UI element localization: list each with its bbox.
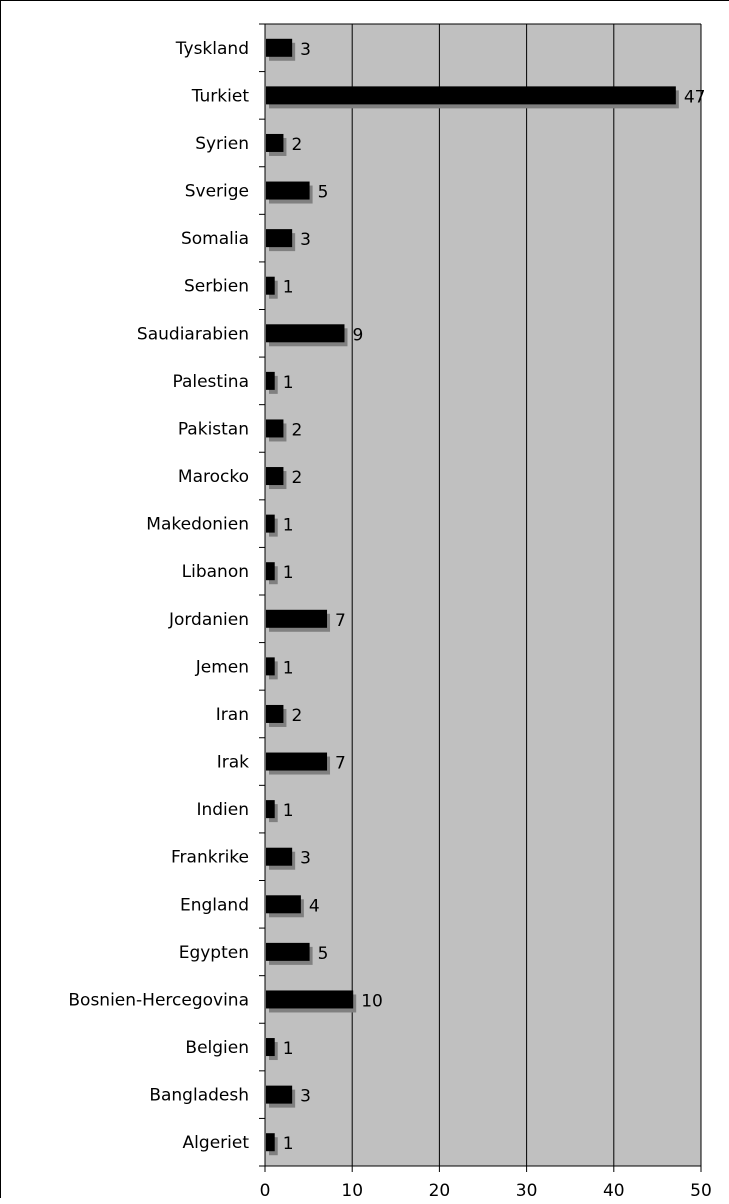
category-label-10: Makedonien [146, 515, 249, 535]
bar-12 [266, 609, 328, 628]
category-label-22: Bangladesh [149, 1086, 249, 1106]
value-label-14: 2 [291, 706, 302, 726]
category-label-14: Iran [216, 705, 249, 725]
bar-21 [266, 1038, 275, 1057]
bar-17 [266, 847, 293, 866]
x-tick-label-2: 20 [429, 1181, 451, 1199]
bar-15 [266, 752, 328, 771]
value-label-5: 1 [283, 278, 294, 298]
bar-3 [266, 181, 310, 200]
bar-2 [266, 133, 284, 152]
category-label-21: Belgien [185, 1038, 249, 1058]
category-label-13: Jemen [195, 657, 249, 677]
category-label-17: Frankrike [171, 848, 249, 868]
bar-11 [266, 562, 275, 581]
category-label-5: Serbien [184, 277, 249, 297]
value-label-10: 1 [283, 516, 294, 536]
bar-14 [266, 704, 284, 723]
bar-22 [266, 1085, 293, 1104]
value-label-11: 1 [283, 563, 294, 583]
value-label-22: 3 [300, 1087, 311, 1107]
x-tick-label-3: 30 [516, 1181, 538, 1199]
category-label-6: Saudiarabien [137, 324, 249, 344]
value-label-13: 1 [283, 658, 294, 678]
x-tick-label-1: 10 [341, 1181, 363, 1199]
value-label-9: 2 [291, 468, 302, 488]
bar-10 [266, 514, 275, 533]
category-label-0: Tyskland [175, 39, 249, 59]
bar-20 [266, 990, 354, 1009]
category-label-12: Jordanien [168, 610, 249, 630]
value-label-16: 1 [283, 801, 294, 821]
category-label-19: Egypten [179, 943, 249, 963]
category-label-3: Sverige [185, 182, 249, 202]
bar-7 [266, 371, 275, 390]
bar-13 [266, 657, 275, 676]
value-label-15: 7 [335, 754, 346, 774]
value-label-7: 1 [283, 373, 294, 393]
value-label-0: 3 [300, 40, 311, 60]
value-label-3: 5 [318, 183, 329, 203]
bar-4 [266, 229, 293, 248]
category-label-1: Turkiet [191, 86, 250, 106]
x-tick-label-5: 50 [690, 1181, 712, 1199]
value-label-4: 3 [300, 230, 311, 250]
bar-16 [266, 800, 275, 819]
category-label-11: Libanon [182, 562, 249, 582]
category-label-2: Syrien [195, 134, 249, 154]
bar-18 [266, 895, 301, 914]
value-label-17: 3 [300, 849, 311, 869]
value-label-12: 7 [335, 611, 346, 631]
bar-8 [266, 419, 284, 438]
x-tick-label-0: 0 [260, 1181, 271, 1199]
plot-area [265, 24, 701, 1166]
bar-6 [266, 324, 345, 343]
category-label-20: Bosnien-Hercegovina [68, 990, 249, 1010]
value-label-18: 4 [309, 896, 320, 916]
category-label-18: England [180, 895, 249, 915]
category-label-7: Palestina [172, 372, 249, 392]
bar-9 [266, 467, 284, 486]
category-label-23: Algeriet [183, 1133, 250, 1153]
value-label-19: 5 [318, 944, 329, 964]
value-label-2: 2 [291, 135, 302, 155]
category-label-8: Pakistan [178, 419, 249, 439]
x-tick-label-4: 40 [603, 1181, 625, 1199]
bar-0 [266, 38, 293, 57]
value-label-1: 47 [684, 87, 706, 107]
bar-19 [266, 942, 310, 961]
value-label-6: 9 [352, 325, 363, 345]
value-label-8: 2 [291, 420, 302, 440]
category-label-15: Irak [217, 753, 249, 773]
value-label-23: 1 [283, 1134, 294, 1154]
category-label-16: Indien [196, 800, 249, 820]
category-label-9: Marocko [178, 467, 249, 487]
bar-23 [266, 1133, 275, 1152]
value-label-21: 1 [283, 1039, 294, 1059]
bar-1 [266, 86, 676, 105]
bar-5 [266, 276, 275, 295]
category-label-4: Somalia [181, 229, 249, 249]
value-label-20: 10 [361, 991, 383, 1011]
